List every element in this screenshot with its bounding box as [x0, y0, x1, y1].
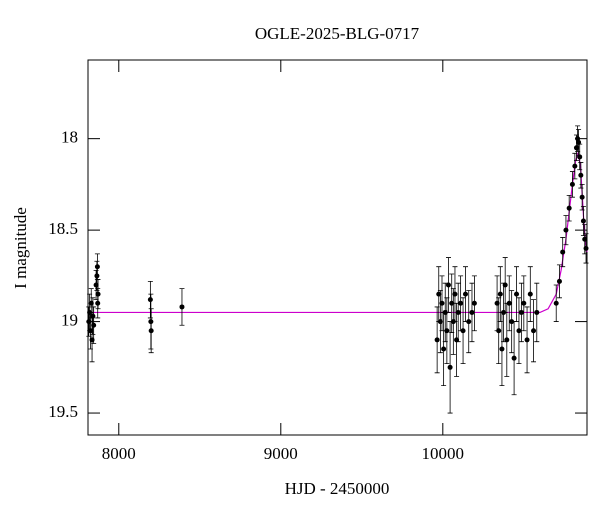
chart-title: OGLE-2025-BLG-0717 — [255, 24, 420, 43]
data-point — [569, 181, 575, 187]
data-point — [439, 300, 445, 306]
data-point — [496, 328, 502, 334]
data-point — [95, 291, 101, 297]
data-point — [91, 322, 97, 328]
data-point — [563, 227, 569, 233]
data-point — [577, 154, 583, 160]
x-axis-label: HJD - 2450000 — [285, 479, 390, 498]
data-point — [94, 273, 100, 279]
data-point — [445, 282, 451, 288]
data-point — [527, 291, 533, 297]
data-point — [93, 282, 99, 288]
data-point — [455, 309, 461, 315]
x-tick-label: 10000 — [422, 444, 465, 463]
data-point — [514, 291, 520, 297]
data-point — [579, 194, 585, 200]
data-point — [578, 172, 584, 178]
data-point — [580, 218, 586, 224]
data-point — [444, 328, 450, 334]
data-point — [553, 300, 559, 306]
y-tick-label: 18.5 — [48, 219, 78, 238]
data-point — [506, 300, 512, 306]
data-point — [566, 205, 572, 211]
data-point — [583, 245, 589, 251]
data-point — [572, 163, 578, 169]
data-point — [524, 337, 530, 343]
y-tick-label: 18 — [61, 128, 78, 147]
data-point — [516, 328, 522, 334]
model-curve — [88, 150, 588, 314]
data-point — [502, 282, 508, 288]
data-point — [518, 309, 524, 315]
x-tick-label: 8000 — [102, 444, 136, 463]
data-point — [462, 291, 468, 297]
data-point — [447, 364, 453, 370]
data-point — [556, 278, 562, 284]
data-point — [560, 249, 566, 255]
data-point — [460, 328, 466, 334]
plot-frame — [87, 59, 588, 436]
data-point — [148, 328, 154, 334]
y-tick-label: 19 — [61, 310, 78, 329]
data-point — [434, 337, 440, 343]
data-point — [147, 297, 153, 303]
data-point — [94, 264, 100, 270]
data-point — [471, 300, 477, 306]
data-point — [179, 304, 185, 310]
data-point — [582, 236, 588, 242]
y-axis-label: I magnitude — [11, 207, 30, 289]
data-point — [469, 309, 475, 315]
data-point — [534, 309, 540, 315]
data-point — [511, 355, 517, 361]
data-point — [531, 328, 537, 334]
x-tick-label: 9000 — [264, 444, 298, 463]
data-point — [441, 346, 447, 352]
y-tick-label: 19.5 — [48, 402, 78, 421]
data-point — [521, 300, 527, 306]
data-point — [90, 313, 96, 319]
data-point — [504, 337, 510, 343]
data-point — [452, 291, 458, 297]
data-point — [497, 291, 503, 297]
data-point — [458, 300, 464, 306]
data-point — [576, 139, 582, 145]
data-point — [466, 319, 472, 325]
data-point — [499, 346, 505, 352]
